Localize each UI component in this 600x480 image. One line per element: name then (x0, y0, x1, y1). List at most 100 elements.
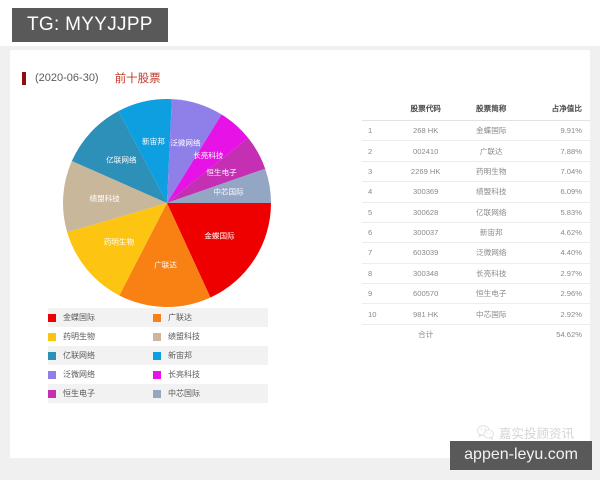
pie-slice[interactable] (119, 203, 211, 307)
pie-slice[interactable] (167, 137, 266, 203)
legend-item-label: 药明生物 (63, 332, 95, 341)
legend-item-label: 亿联网络 (63, 351, 95, 360)
cell-code: 300348 (393, 263, 459, 285)
pie-slice[interactable] (118, 98, 172, 203)
pie-slice[interactable] (167, 203, 271, 298)
table-total-row: 合计 54.62% (362, 324, 590, 344)
legend-color-swatch (153, 351, 161, 360)
pie-slice-label: 广联达 (154, 259, 177, 269)
cell-index: 7 (362, 242, 394, 264)
column-header-code: 股票代码 (393, 98, 459, 121)
legend-item-label: 新宙邦 (168, 351, 192, 360)
cell-code: 300628 (393, 202, 459, 223)
legend-item[interactable]: 金蝶国际 (48, 312, 153, 323)
pie-slice[interactable] (62, 161, 167, 233)
legend-item-label: 广联达 (168, 313, 192, 322)
cell-code: 300369 (393, 181, 459, 203)
legend-item-label: 长亮科技 (168, 370, 200, 379)
table-row[interactable]: 10 981 HK 中芯国际 2.92% (362, 303, 590, 325)
legend-row: 金蝶国际 广联达 (48, 308, 268, 327)
pie-slice[interactable] (167, 168, 271, 203)
cell-name: 金蝶国际 (458, 120, 525, 142)
cell-name: 泛微网络 (458, 242, 525, 264)
cell-code: 268 HK (393, 120, 459, 142)
page-background: (2020-06-30) 前十股票 金蝶国际 广联达 药明生物 绩盟科技 亿联网络 新宙邦… (0, 46, 600, 480)
cell-pct: 4.62% (524, 222, 590, 244)
legend-item[interactable]: 广联达 (153, 312, 258, 323)
cell-index: 8 (362, 263, 394, 285)
cell-name: 广联达 (458, 140, 525, 162)
table-row[interactable]: 3 2269 HK 药明生物 7.04% (362, 161, 590, 183)
pie-slice-label: 绩盟科技 (90, 193, 121, 203)
pie-chart[interactable]: 金蝶国际 广联达 药明生物 绩盟科技 亿联网络 新宙邦 泛微网络 长亮科技 恒生电子 中芯国际 (62, 98, 272, 308)
pie-slice-label: 泛微网络 (170, 137, 201, 147)
pie-slice[interactable] (71, 110, 167, 203)
table-row[interactable]: 1 268 HK 金蝶国际 9.91% (362, 120, 590, 142)
table-row[interactable]: 2 002410 广联达 7.88% (362, 140, 590, 162)
table-row[interactable]: 7 603039 泛微网络 4.40% (362, 242, 590, 264)
cell-total-index (362, 324, 393, 344)
table-head: 股票代码 股票简称 占净值比 (362, 98, 590, 121)
legend-color-swatch (153, 370, 161, 379)
legend-item[interactable]: 药明生物 (48, 331, 153, 342)
cell-index: 6 (362, 222, 394, 244)
legend-item-label: 金蝶国际 (63, 313, 95, 322)
cell-pct: 6.09% (524, 181, 590, 203)
cell-code: 002410 (393, 140, 459, 162)
legend-item-label: 泛微网络 (63, 370, 95, 379)
cell-name: 绩盟科技 (458, 181, 525, 203)
cell-name: 亿联网络 (458, 202, 525, 223)
wechat-icon (477, 425, 494, 440)
table-row[interactable]: 8 300348 长亮科技 2.97% (362, 263, 590, 285)
cell-pct: 4.40% (524, 242, 590, 264)
table-body: 1 268 HK 金蝶国际 9.91% 2 002410 广联达 7.88% 3 2269 HK 药… (362, 120, 590, 345)
holdings-table: 股票代码 股票简称 占净值比 1 268 HK 金蝶国际 9.91% 2 002410 广联… (362, 98, 590, 344)
pie-chart-area: 金蝶国际 广联达 药明生物 绩盟科技 亿联网络 新宙邦 泛微网络 长亮科技 恒生电子 中芯国际 (10, 98, 350, 358)
cell-code: 2269 HK (393, 161, 459, 183)
cell-code: 600570 (393, 283, 459, 305)
legend-row: 泛微网络 长亮科技 (48, 365, 268, 384)
report-date: (2020-06-30) (35, 72, 99, 84)
legend-color-swatch (153, 313, 161, 322)
legend-color-swatch (48, 389, 56, 398)
legend-color-swatch (48, 332, 56, 341)
pie-slice-label: 长亮科技 (193, 150, 224, 160)
cell-index: 5 (362, 202, 394, 223)
cell-pct: 5.83% (524, 202, 590, 223)
pie-slice[interactable] (167, 114, 249, 203)
report-card: (2020-06-30) 前十股票 金蝶国际 广联达 药明生物 绩盟科技 亿联网络 新宙邦… (10, 50, 590, 458)
cell-index: 2 (362, 140, 394, 162)
legend-item[interactable]: 恒生电子 (48, 388, 153, 399)
legend-color-swatch (48, 370, 56, 379)
pie-slice[interactable] (67, 203, 167, 296)
cell-pct: 9.91% (524, 120, 590, 142)
cell-name: 药明生物 (458, 161, 525, 183)
table-row[interactable]: 4 300369 绩盟科技 6.09% (362, 181, 590, 203)
holdings-table-container: 股票代码 股票简称 占净值比 1 268 HK 金蝶国际 9.91% 2 002410 广联… (362, 98, 590, 344)
cell-code: 981 HK (393, 303, 459, 325)
cell-pct: 7.88% (524, 140, 590, 162)
table-row[interactable]: 9 600570 恒生电子 2.96% (362, 283, 590, 305)
table-row[interactable]: 5 300628 亿联网络 5.83% (362, 202, 590, 223)
legend-item[interactable]: 长亮科技 (153, 369, 258, 380)
legend-item[interactable]: 亿联网络 (48, 350, 153, 361)
legend-color-swatch (153, 332, 161, 341)
legend-item[interactable]: 新宙邦 (153, 350, 258, 361)
source-url-badge: appen-leyu.com (450, 441, 592, 470)
table-row[interactable]: 6 300037 新宙邦 4.62% (362, 222, 590, 244)
cell-total-pct: 54.62% (556, 329, 582, 339)
legend-item[interactable]: 中芯国际 (153, 388, 258, 399)
pie-slice-label: 中芯国际 (213, 187, 244, 197)
cell-name: 长亮科技 (458, 263, 525, 285)
cell-pct: 7.04% (524, 161, 590, 183)
heading-accent-bar (22, 71, 26, 85)
cell-index: 10 (362, 303, 394, 325)
legend-color-swatch (48, 351, 56, 360)
legend-row: 药明生物 绩盟科技 (48, 327, 268, 346)
cell-pct: 2.92% (524, 303, 590, 325)
legend-item[interactable]: 绩盟科技 (153, 331, 258, 342)
pie-slice[interactable] (167, 99, 222, 203)
legend-item[interactable]: 泛微网络 (48, 369, 153, 380)
legend-row: 恒生电子 中芯国际 (48, 384, 268, 403)
